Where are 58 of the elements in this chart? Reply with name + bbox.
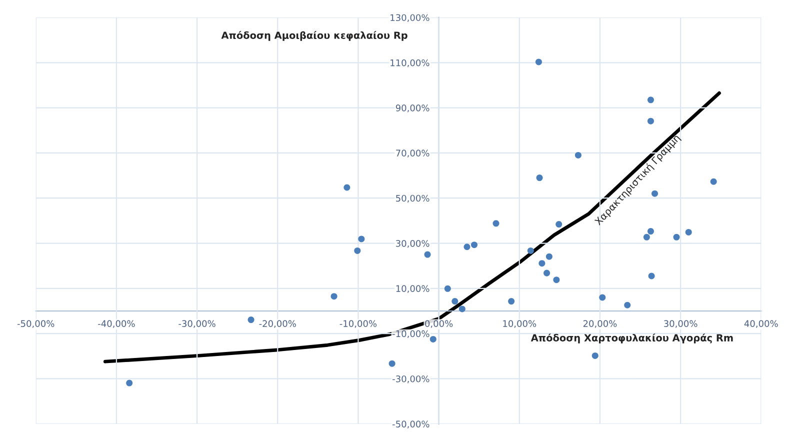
point xyxy=(424,251,431,258)
point xyxy=(546,253,552,260)
point xyxy=(126,380,133,386)
x-tick-label: -30,00% xyxy=(178,320,216,328)
y-tick-label: 90,00% xyxy=(396,104,430,112)
x-tick-label: 20,00% xyxy=(583,320,617,328)
point xyxy=(452,298,458,305)
x-tick-label: -40,00% xyxy=(98,320,135,328)
x-tick-label: -50,00% xyxy=(17,320,54,328)
point xyxy=(354,247,361,254)
point xyxy=(592,352,598,359)
point xyxy=(538,260,546,267)
point xyxy=(358,236,365,242)
point xyxy=(388,360,396,367)
y-axis-title: Απόδοση Αμοιβαίου κεφαλαίου Rp xyxy=(221,31,408,41)
y-tick-label: 50,00% xyxy=(396,194,430,203)
y-tick-label: -30,00% xyxy=(392,375,430,384)
point xyxy=(544,270,550,276)
x-tick-label: -10,00% xyxy=(340,320,377,328)
y-tick-label: 110,00% xyxy=(390,59,430,68)
point xyxy=(710,178,717,185)
point xyxy=(444,285,451,292)
point xyxy=(508,298,515,305)
x-tick-label: 40,00% xyxy=(744,320,778,328)
point xyxy=(648,272,655,280)
point xyxy=(643,234,650,240)
x-tick-label: 0,00% xyxy=(425,320,453,328)
point xyxy=(647,228,654,235)
x-tick-label: 30,00% xyxy=(664,320,698,328)
point xyxy=(330,293,338,300)
point xyxy=(574,152,582,158)
point xyxy=(535,58,542,66)
point xyxy=(430,336,436,342)
point xyxy=(647,96,654,104)
point xyxy=(536,174,543,182)
point xyxy=(470,242,478,248)
point xyxy=(248,316,254,324)
point xyxy=(344,184,350,191)
x-tick-label: -20,00% xyxy=(259,320,296,328)
y-tick-label: -50,00% xyxy=(392,420,430,428)
y-tick-label: -10,00% xyxy=(392,330,430,338)
point xyxy=(673,234,680,240)
point xyxy=(527,247,534,254)
point xyxy=(464,244,470,250)
point xyxy=(556,221,562,228)
y-tick-label: 70,00% xyxy=(396,150,430,158)
point xyxy=(492,220,500,227)
y-tick-label: 10,00% xyxy=(396,285,430,293)
point xyxy=(458,306,466,312)
point xyxy=(624,302,631,308)
point xyxy=(647,118,654,124)
point xyxy=(685,228,692,236)
y-tick-label: 30,00% xyxy=(396,240,430,248)
y-tick-label: 130,00% xyxy=(390,14,430,22)
x-axis-title: Απόδοση Χαρτοφυλακίου Αγοράς Rm xyxy=(530,334,733,344)
point xyxy=(553,276,560,284)
point xyxy=(599,294,606,301)
x-tick-label: 10,00% xyxy=(503,320,536,328)
